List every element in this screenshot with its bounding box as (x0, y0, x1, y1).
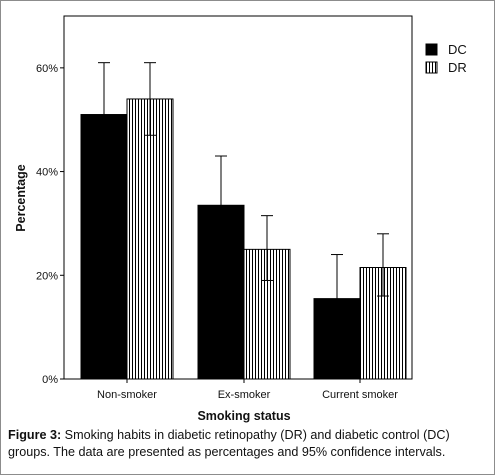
chart-ticks: 0% 20% 40% 60% Non-smoker Ex-smoker Current sm… (36, 63, 398, 401)
chart-legend: DC DR (425, 42, 467, 75)
x-tick-label: Ex-smoker (218, 389, 271, 401)
x-tick-label: Current smoker (322, 389, 398, 401)
chart-bars (80, 98, 407, 380)
caption-text: Smoking habits in diabetic retinopathy (… (8, 428, 450, 459)
legend-swatch-dr (425, 61, 438, 74)
y-tick-label: 40% (36, 167, 58, 179)
bar-dr (243, 248, 291, 380)
chart-error-bars (98, 62, 389, 341)
legend-label-dr: DR (448, 60, 467, 75)
legend-swatch-dc (425, 43, 438, 56)
legend-label-dc: DC (448, 42, 467, 57)
figure-caption: Figure 3: Smoking habits in diabetic ret… (8, 427, 490, 461)
bar-chart: 0% 20% 40% 60% Non-smoker Ex-smoker Current sm… (14, 15, 467, 423)
y-axis-title: Percentage (14, 164, 28, 231)
bar-dr (126, 98, 174, 380)
x-axis-title: Smoking status (197, 409, 290, 423)
x-tick-label: Non-smoker (97, 389, 157, 401)
caption-label: Figure 3: (8, 428, 62, 442)
y-tick-label: 0% (42, 374, 58, 386)
y-tick-label: 60% (36, 63, 58, 75)
y-tick-label: 20% (36, 270, 58, 282)
